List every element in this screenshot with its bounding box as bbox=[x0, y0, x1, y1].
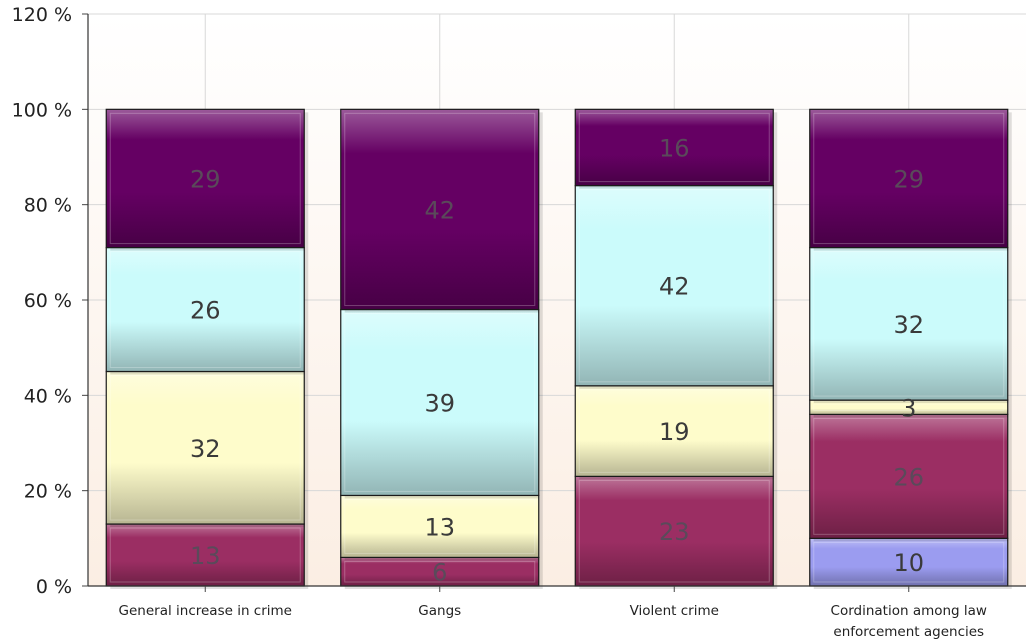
bar-segment bbox=[340, 308, 540, 497]
bar-segment bbox=[809, 537, 1009, 587]
bar-segment bbox=[105, 370, 305, 525]
bar-segment-bevel bbox=[813, 251, 1005, 397]
bar-segment-bevel bbox=[813, 403, 1005, 411]
x-tick-label: Cordination among law enforcement agencie… bbox=[831, 603, 987, 640]
bar-segment-bevel bbox=[813, 417, 1005, 535]
bar-segment-bevel bbox=[109, 375, 301, 521]
data-label: 26 bbox=[893, 463, 924, 491]
bar-segment bbox=[809, 246, 1009, 401]
bar-segment-bevel bbox=[344, 112, 536, 307]
x-tick-label: Gangs bbox=[418, 603, 461, 619]
bar-segment bbox=[105, 108, 305, 249]
bar-segment-bevel bbox=[813, 541, 1005, 583]
bar-segment-bevel bbox=[578, 112, 770, 183]
bar-segment-bevel bbox=[344, 498, 536, 554]
bar-segment-bevel bbox=[344, 313, 536, 492]
bar-segment-bevel bbox=[344, 560, 536, 583]
data-label: 3 bbox=[901, 394, 916, 422]
data-label: 39 bbox=[424, 389, 455, 417]
bar-segment bbox=[809, 108, 1009, 249]
data-label: 29 bbox=[190, 165, 221, 193]
bar-segment-bevel bbox=[578, 389, 770, 473]
bar-segment-bevel bbox=[109, 112, 301, 245]
data-label: 32 bbox=[893, 311, 924, 339]
data-label: 42 bbox=[424, 196, 455, 224]
y-tick-label: 80 % bbox=[24, 195, 72, 217]
x-tick-label: General increase in crime bbox=[119, 603, 292, 619]
data-label: 19 bbox=[659, 418, 690, 446]
data-label: 29 bbox=[893, 165, 924, 193]
y-tick-label: 100 % bbox=[12, 99, 72, 121]
bar-segment-bevel bbox=[578, 479, 770, 583]
bar-segment bbox=[574, 385, 774, 477]
y-tick-label: 20 % bbox=[24, 481, 72, 503]
y-tick-label: 40 % bbox=[24, 385, 72, 407]
bar-segment-bevel bbox=[109, 251, 301, 368]
x-tick-label: Violent crime bbox=[630, 603, 719, 619]
data-label: 13 bbox=[190, 542, 221, 570]
data-label: 10 bbox=[893, 549, 924, 577]
bar-segment-bevel bbox=[578, 189, 770, 383]
y-tick-label: 0 % bbox=[36, 576, 72, 598]
bar-segment bbox=[809, 413, 1009, 539]
data-label: 42 bbox=[659, 273, 690, 301]
bar-segment bbox=[574, 185, 774, 387]
bar-segment-bevel bbox=[813, 112, 1005, 245]
data-label: 6 bbox=[432, 559, 447, 587]
data-label: 13 bbox=[424, 513, 455, 541]
bar-segment-bevel bbox=[109, 527, 301, 583]
data-label: 23 bbox=[659, 518, 690, 546]
bar-segment bbox=[105, 246, 305, 373]
y-tick-label: 60 % bbox=[24, 290, 72, 312]
bar-segment bbox=[340, 556, 540, 587]
data-label: 26 bbox=[190, 297, 221, 325]
data-label: 32 bbox=[190, 435, 221, 463]
y-tick-label: 120 % bbox=[12, 4, 72, 26]
bar-segment bbox=[574, 108, 774, 187]
bar-segment bbox=[105, 523, 305, 587]
bar-segment bbox=[340, 108, 540, 311]
data-label: 16 bbox=[659, 134, 690, 162]
bar-segment bbox=[574, 475, 774, 587]
